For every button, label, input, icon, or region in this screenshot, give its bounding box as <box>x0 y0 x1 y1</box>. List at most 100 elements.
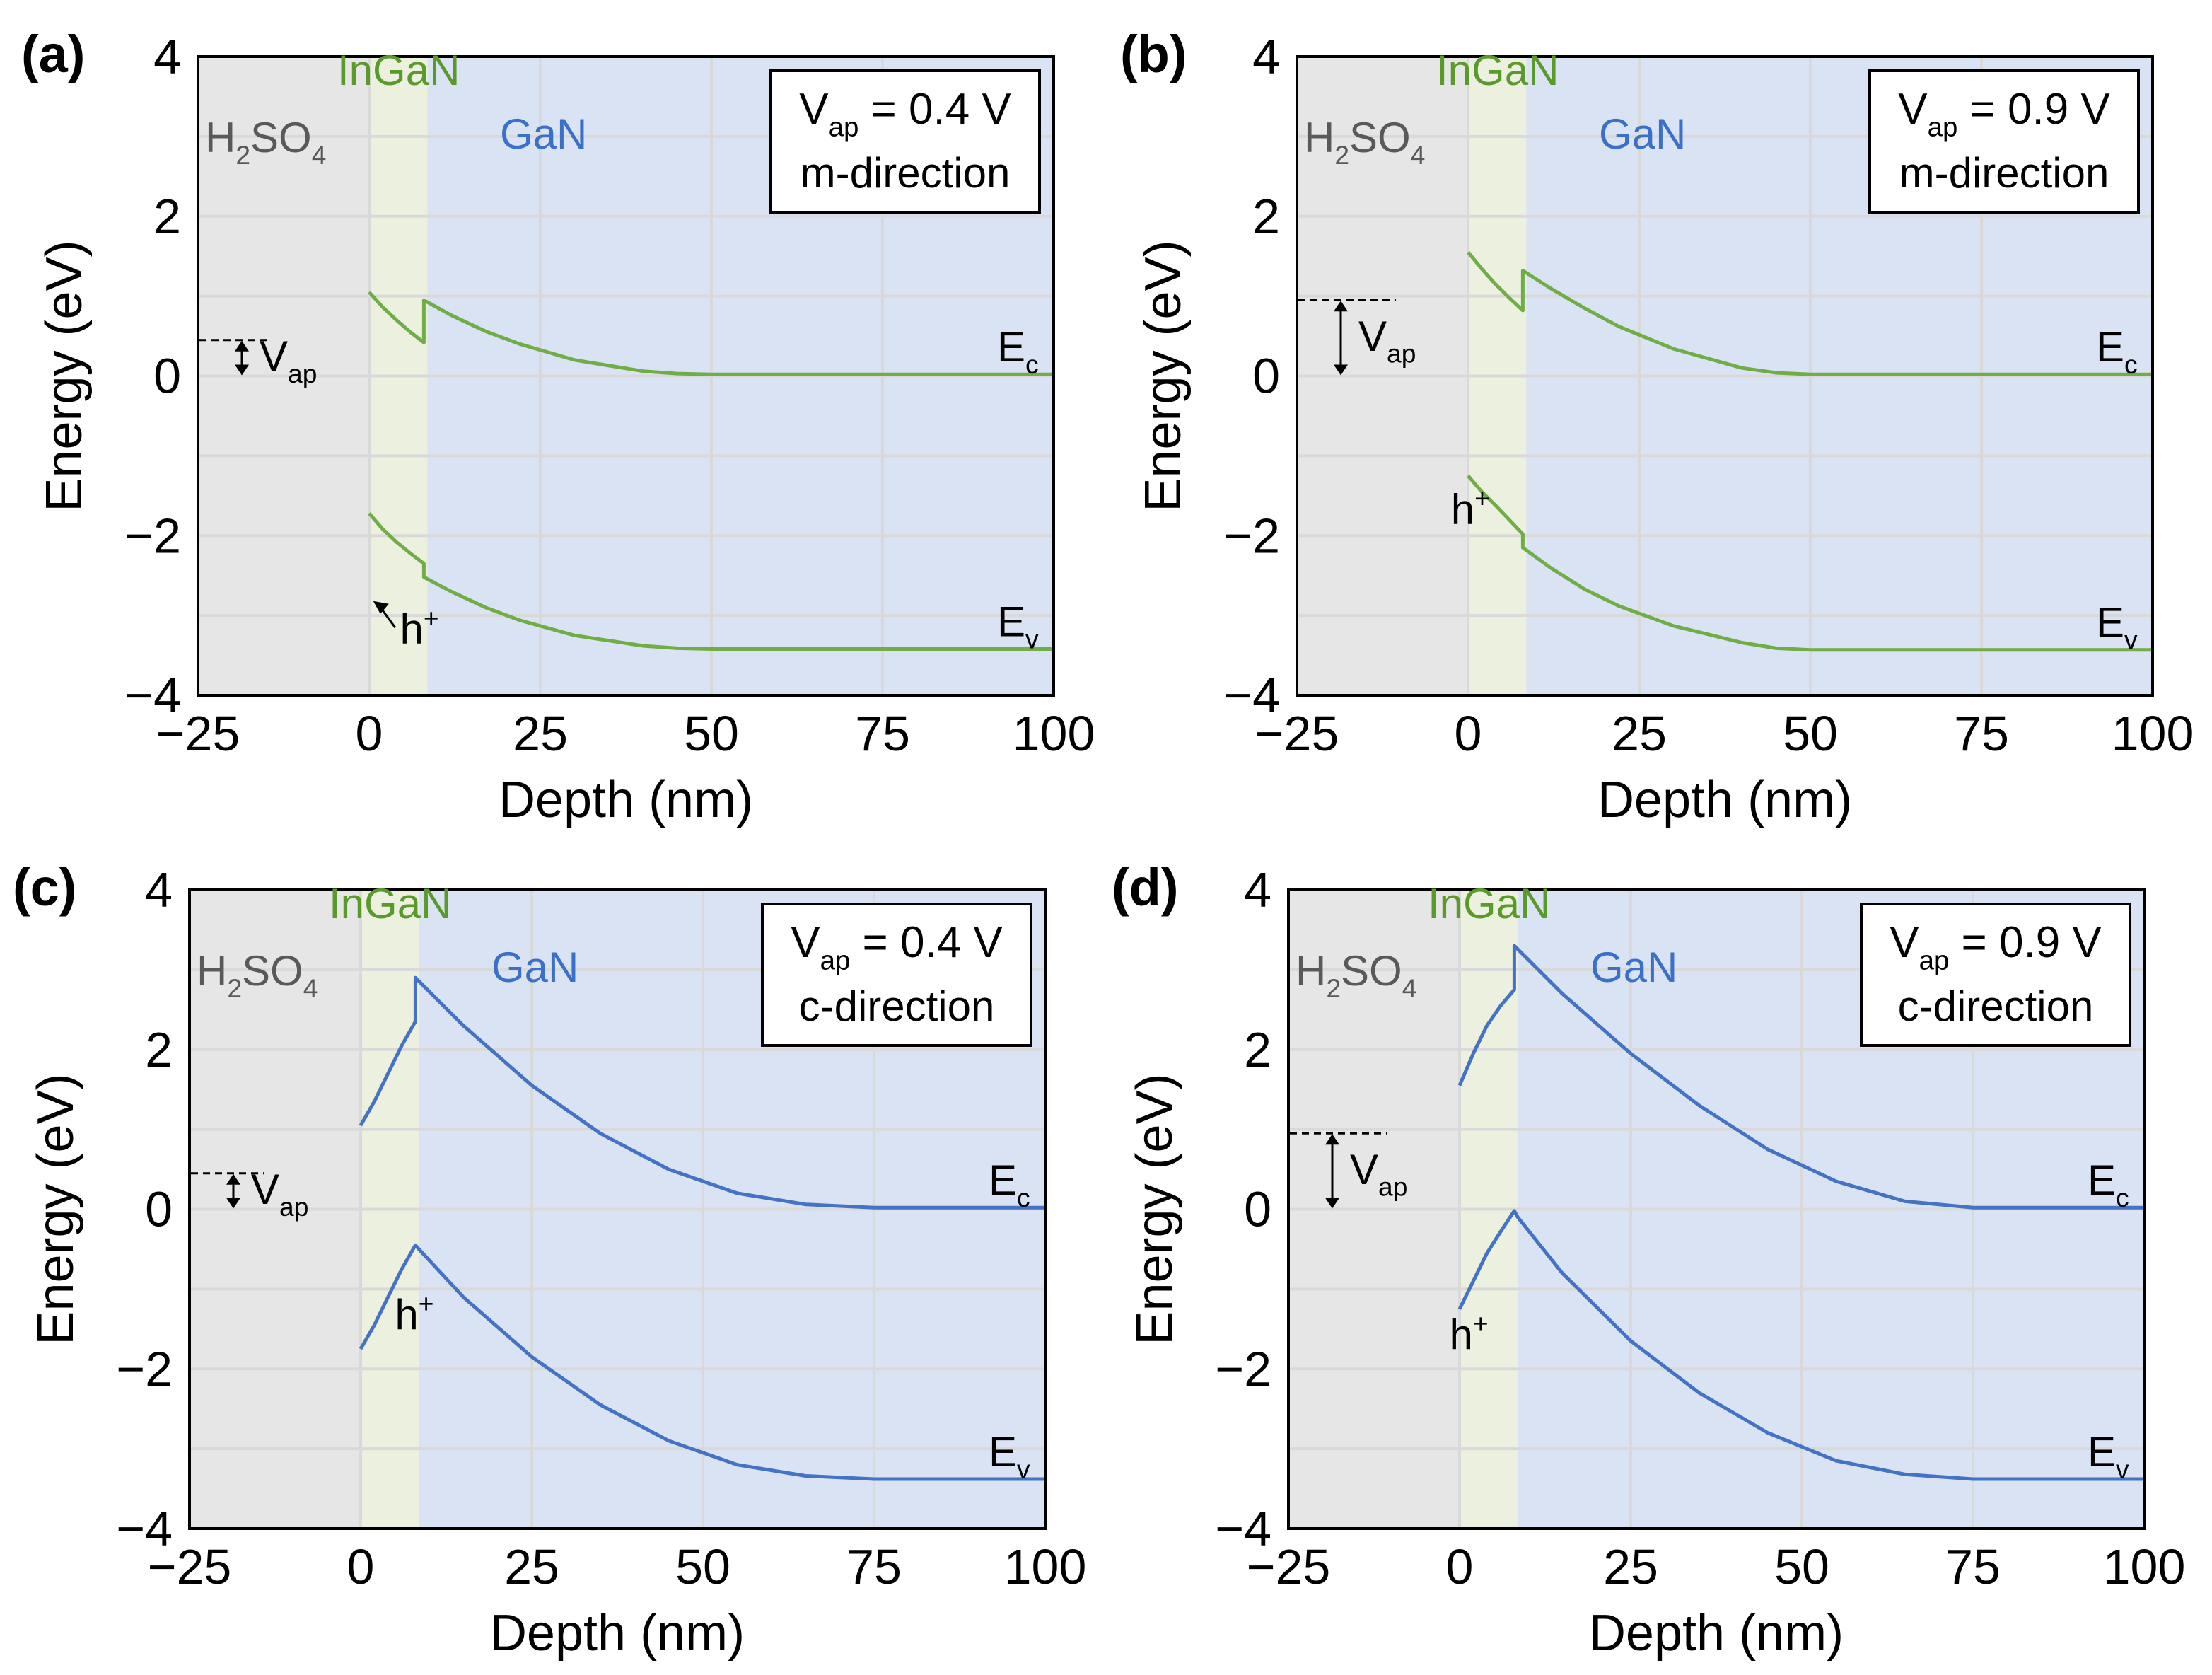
condition-direction: m-direction <box>801 149 1011 197</box>
ec-label-part: c <box>2116 1183 2129 1212</box>
y-tick-label: −4 <box>1215 1501 1271 1556</box>
hole-label-part: + <box>424 603 439 633</box>
vap-arrow-head-down <box>226 1198 240 1209</box>
hole-label-part: + <box>1473 1309 1489 1338</box>
ev-label: Ev <box>989 1428 1030 1484</box>
x-axis-title: Depth (nm) <box>1589 1605 1844 1662</box>
vap-arrow-head-up <box>235 340 249 352</box>
y-tick-label: −4 <box>124 668 181 723</box>
region-label-gan: GaN <box>1599 110 1686 158</box>
condition-voltage-part: = 0.4 V <box>850 918 1003 967</box>
y-tick-label: 4 <box>1244 862 1271 917</box>
y-tick-label: 4 <box>145 862 173 917</box>
plot-frame <box>188 888 1047 1530</box>
y-tick-label: −2 <box>1223 508 1280 563</box>
x-tick-label: 50 <box>1783 706 1838 761</box>
ev-label-part: v <box>1025 624 1039 654</box>
x-tick-label: 25 <box>504 1539 559 1594</box>
y-tick-label: 0 <box>1244 1182 1271 1237</box>
x-axis-title: Depth (nm) <box>1597 772 1852 828</box>
condition-voltage: Vap = 0.9 V <box>1898 85 2110 142</box>
x-tick-label: 50 <box>684 706 739 761</box>
region-label-h2so4-part: SO <box>1349 114 1411 161</box>
region-label-h2so4-part: 2 <box>1334 140 1349 170</box>
vap-arrow-head-down <box>1325 1198 1339 1209</box>
condition-box <box>1868 69 2140 214</box>
y-axis-title: Energy (eV) <box>1135 240 1192 511</box>
y-tick-label: 0 <box>145 1182 173 1237</box>
condition-box <box>1860 903 2131 1047</box>
series-ec-line <box>1457 944 2144 1210</box>
region-label-gan: GaN <box>1590 944 1677 991</box>
region-label-gan: GaN <box>491 944 578 991</box>
condition-voltage: Vap = 0.9 V <box>1890 918 2102 975</box>
region-label-h2so4-part: H <box>1304 114 1334 161</box>
condition-voltage-part: V <box>1890 918 1919 967</box>
x-tick-label: 0 <box>1455 706 1482 761</box>
region-label-ingan: InGaN <box>337 47 460 94</box>
ev-label: Ev <box>2096 599 2138 655</box>
y-tick-label: 2 <box>1252 189 1280 244</box>
vap-arrow-head-up <box>226 1173 240 1185</box>
ec-label-part: E <box>997 323 1025 371</box>
condition-box <box>761 903 1032 1047</box>
y-tick-label: −2 <box>116 1341 173 1396</box>
condition-voltage-part: V <box>799 85 829 134</box>
hole-label-part: h <box>395 1291 418 1338</box>
ec-label-part: E <box>2088 1157 2116 1204</box>
hole-arrow-head <box>373 601 389 614</box>
region-label-h2so4-part: SO <box>242 947 303 995</box>
x-tick-label: 100 <box>2103 1539 2186 1594</box>
vap-label-part: ap <box>279 1192 308 1222</box>
x-axis-title: Depth (nm) <box>490 1605 745 1662</box>
ec-label-part: E <box>2096 323 2124 371</box>
vap-label: Vap <box>260 332 317 388</box>
region-label-h2so4-part: 4 <box>303 973 318 1003</box>
x-tick-label: 0 <box>356 706 383 761</box>
vap-arrow-head-up <box>1334 301 1348 312</box>
vap-label-part: ap <box>1378 1172 1407 1202</box>
ev-label-part: E <box>997 598 1025 646</box>
region-label-h2so4-part: H <box>197 947 227 995</box>
series-ev-line <box>1467 474 2153 652</box>
x-tick-label: 50 <box>675 1539 730 1594</box>
hole-label-part: + <box>419 1289 434 1318</box>
vap-label: Vap <box>251 1166 308 1222</box>
vap-arrow-head-up <box>1325 1134 1339 1145</box>
region-label-h2so4-part: SO <box>1341 947 1402 995</box>
x-tick-label: 0 <box>1446 1539 1474 1594</box>
x-tick-label: 100 <box>1004 1539 1087 1594</box>
hole-label-part: h <box>400 605 424 653</box>
plot-frame <box>197 55 1055 697</box>
region-label-h2so4-part: H <box>1296 947 1326 995</box>
series-ev-line <box>359 1243 1045 1481</box>
x-tick-label: 25 <box>513 706 568 761</box>
region-label-h2so4-part: 4 <box>312 140 327 170</box>
region-label-h2so4: H2SO4 <box>197 947 318 1003</box>
ev-label: Ev <box>997 598 1039 654</box>
vap-label-part: ap <box>288 359 317 388</box>
x-tick-label: 100 <box>2112 706 2194 761</box>
plot-frame <box>1296 55 2154 697</box>
vap-label-part: V <box>1358 313 1387 360</box>
region-label-h2so4-part: 2 <box>1326 973 1341 1003</box>
y-axis-title: Energy (eV) <box>36 240 93 511</box>
vap-label-part: V <box>260 332 288 380</box>
vap-label: Vap <box>1358 313 1416 369</box>
condition-voltage-part: ap <box>1928 112 1958 142</box>
condition-direction: c-direction <box>799 983 995 1030</box>
vap-label-part: V <box>1350 1146 1378 1193</box>
x-tick-label: 75 <box>846 1539 902 1594</box>
condition-direction: c-direction <box>1898 983 2094 1030</box>
ev-label-part: v <box>2116 1454 2129 1484</box>
vap-label-part: V <box>251 1166 279 1213</box>
hole-label-part: + <box>1474 484 1490 514</box>
ev-label-part: v <box>2124 625 2138 654</box>
y-tick-label: −2 <box>1215 1341 1271 1396</box>
region-label-h2so4-part: SO <box>250 114 312 161</box>
region-label-h2so4: H2SO4 <box>205 114 326 170</box>
condition-voltage-part: = 0.9 V <box>1957 85 2110 134</box>
hole-label-part: h <box>1449 1311 1472 1358</box>
x-tick-label: 25 <box>1603 1539 1658 1594</box>
vap-arrow-head-down <box>235 364 249 376</box>
